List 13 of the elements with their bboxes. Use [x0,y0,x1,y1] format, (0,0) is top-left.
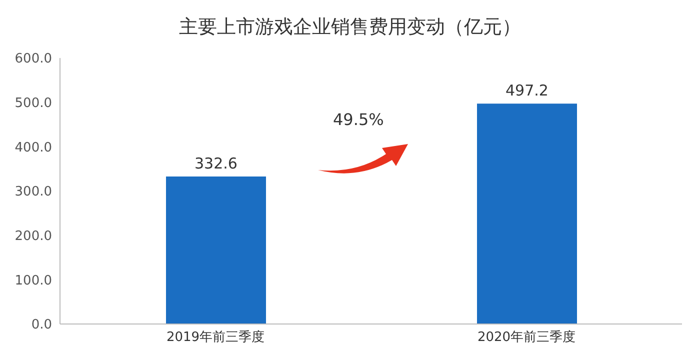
y-tick-label: 400.0 [14,140,52,156]
y-tick-label: 300.0 [14,184,52,200]
annotation: 49.5% [333,110,384,129]
y-tick-label: 600.0 [14,52,52,67]
data-label: 332.6 [194,154,238,173]
data-label: 497.2 [506,82,548,100]
x-tick-label: 2019年前三季度 [166,329,265,346]
y-tick-label: 0.0 [31,318,52,333]
chart-title: 主要上市游戏企业销售费用变动（亿元） [178,15,522,40]
x-tick-label: 2020年前三季度 [477,329,576,346]
y-tick-label: 100.0 [14,273,52,288]
y-tick-label: 200.0 [14,228,52,244]
y-tick-label: 500.0 [14,96,52,111]
